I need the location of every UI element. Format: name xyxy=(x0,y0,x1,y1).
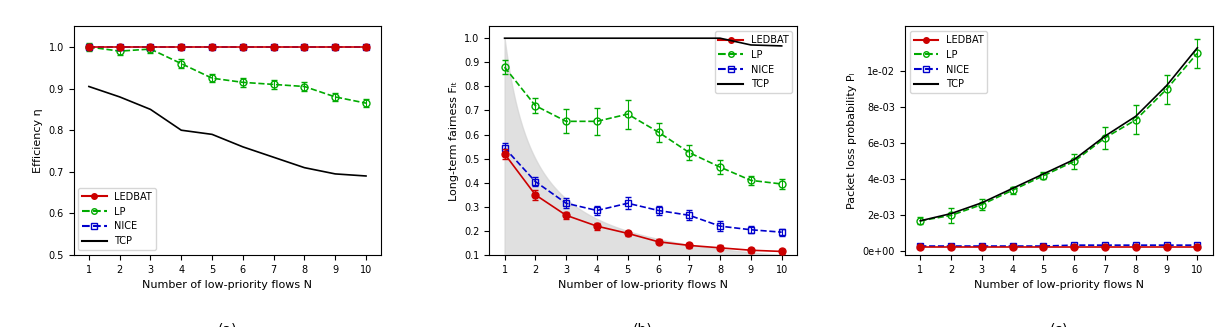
Title: (a): (a) xyxy=(218,323,238,327)
Y-axis label: Long-term fairness Fₗₜ: Long-term fairness Fₗₜ xyxy=(448,81,458,200)
X-axis label: Number of low-priority flows N: Number of low-priority flows N xyxy=(142,280,312,290)
Y-axis label: Packet loss probability Pₗ: Packet loss probability Pₗ xyxy=(848,72,857,209)
Title: (c): (c) xyxy=(1050,323,1068,327)
X-axis label: Number of low-priority flows N: Number of low-priority flows N xyxy=(974,280,1144,290)
Legend: LEDBAT, LP, NICE, TCP: LEDBAT, LP, NICE, TCP xyxy=(910,31,987,94)
Y-axis label: Efficiency η: Efficiency η xyxy=(33,108,43,173)
Legend: LEDBAT, LP, NICE, TCP: LEDBAT, LP, NICE, TCP xyxy=(714,31,793,94)
Title: (b): (b) xyxy=(633,323,653,327)
X-axis label: Number of low-priority flows N: Number of low-priority flows N xyxy=(559,280,728,290)
Legend: LEDBAT, LP, NICE, TCP: LEDBAT, LP, NICE, TCP xyxy=(78,188,156,250)
